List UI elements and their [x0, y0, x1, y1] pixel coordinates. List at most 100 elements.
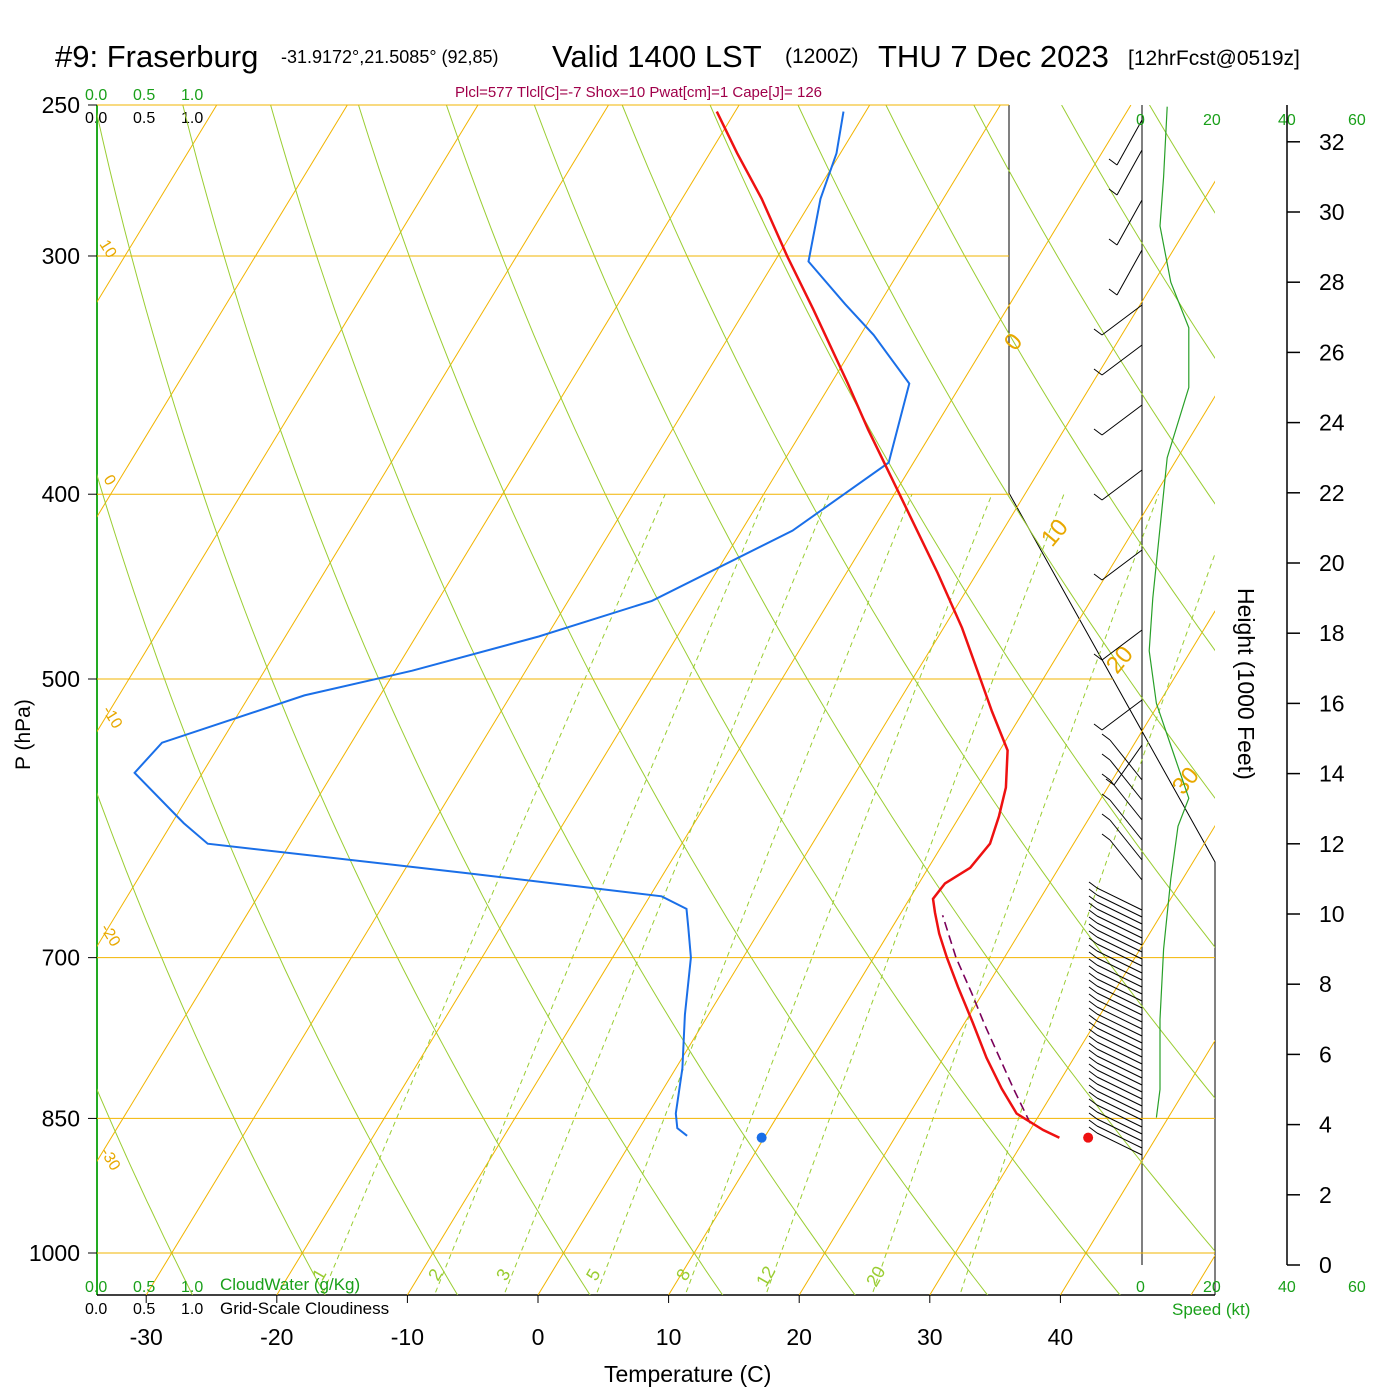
isotherm-label-10: 10: [96, 237, 120, 261]
isobars: [97, 104, 1215, 1254]
wind-barb: [1088, 916, 1143, 946]
wind-barb: [1088, 1000, 1143, 1030]
wind-scale-top: 0 20 40 60: [1136, 112, 1366, 129]
mixing-ratio-labels: 1 2 3 5 8 12 20: [308, 1263, 889, 1290]
wind-barb: [1101, 773, 1143, 821]
valid-time: Valid 1400 LST: [552, 39, 762, 74]
dry-adiabat-line: [709, 105, 1215, 949]
dry-adiabat-line: [885, 105, 1215, 652]
cloudiness-tick-top-2: 1.0: [181, 110, 203, 127]
wind-barb: [1108, 149, 1143, 196]
wind-barb: [1101, 753, 1143, 801]
pressure-axis-label: P (hPa): [12, 699, 35, 770]
pressure-tick-250: 250: [42, 92, 80, 118]
wind-barb: [1088, 1063, 1143, 1093]
dry-adiabat-line: [182, 105, 724, 1295]
pressure-tick-400: 400: [42, 481, 80, 507]
wind-barb: [1088, 1098, 1143, 1128]
mixing-ratio-lines: [321, 494, 1215, 1295]
height-tick-16: 16: [1319, 690, 1345, 716]
cloud-water-tick-top-2: 1.0: [181, 87, 203, 104]
isotherm-line: [406, 105, 1132, 1295]
mixing-ratio-line: [959, 552, 1215, 1295]
mixing-ratio-line: [433, 494, 768, 1295]
height-tick-30: 30: [1319, 199, 1345, 225]
temperature-axis: -30 -20 -10 0 10 20 30 40: [130, 1295, 1074, 1350]
mixing-ratio-label-2: 2: [424, 1265, 446, 1284]
cloud-water-tick-top-1: 0.5: [133, 87, 155, 104]
wind-barb: [1088, 1119, 1143, 1149]
wind-barb: [1088, 923, 1143, 953]
temperature-tick-10: 10: [656, 1324, 682, 1350]
wind-barb: [1088, 881, 1143, 911]
isotherm-line: [798, 610, 1215, 1295]
wind-barb: [1088, 1049, 1143, 1079]
wind-barb: [1088, 1112, 1143, 1142]
temperature-axis-label: Temperature (C): [604, 1361, 771, 1387]
sounding-indices: Plcl=577 Tlcl[C]=-7 Shox=10 Pwat[cm]=1 C…: [455, 84, 822, 101]
valid-date: THU 7 Dec 2023: [878, 39, 1109, 74]
height-tick-2: 2: [1319, 1182, 1332, 1208]
cloudiness-tick-top-1: 0.5: [133, 110, 155, 127]
mixing-ratio-line: [765, 494, 1065, 1295]
wind-barb: [1088, 895, 1143, 925]
temperature-tick--30: -30: [130, 1324, 163, 1350]
isotherm-label-right-10: 10: [1036, 514, 1074, 552]
wind-barb: [1093, 404, 1143, 436]
wind-barb: [1088, 902, 1143, 932]
pressure-tick-850: 850: [42, 1105, 80, 1131]
dewpoint-line: [133, 111, 911, 1137]
height-tick-20: 20: [1319, 550, 1345, 576]
dry-adiabat-line: [97, 473, 459, 1295]
mixing-ratio-line: [684, 494, 993, 1295]
wind-barb: [1088, 909, 1143, 939]
isotherm-line: [537, 180, 1215, 1295]
height-tick-32: 32: [1319, 129, 1345, 155]
mixing-ratio-line: [871, 494, 1159, 1295]
wind-barb: [1088, 1021, 1143, 1051]
wind-speed-line: [1148, 106, 1190, 1118]
wind-barb: [1088, 965, 1143, 995]
temperature-tick--20: -20: [260, 1324, 293, 1350]
cloud-scale-bottom: 0.0 0.5 1.0 CloudWater (g/Kg) 0.0 0.5 1.…: [85, 1275, 389, 1318]
isotherm-line: [97, 105, 348, 518]
dry-adiabat-line: [97, 112, 591, 1295]
wind-barb: [1093, 549, 1143, 581]
wind-barb: [1093, 699, 1143, 731]
height-tick-26: 26: [1319, 339, 1345, 365]
mixing-ratio-label-12: 12: [752, 1263, 779, 1290]
wind-barb: [1108, 199, 1143, 246]
isotherm-line: [97, 105, 740, 1163]
surface-dewpoint-marker: [756, 1132, 767, 1143]
isotherm-line: [276, 105, 1001, 1295]
pressure-tick-700: 700: [42, 945, 80, 971]
pressure-tick-1000: 1000: [29, 1240, 80, 1266]
wind-scale-tick-top-60: 60: [1348, 112, 1366, 129]
wind-barb: [1101, 833, 1143, 881]
wind-barb: [1088, 972, 1143, 1002]
cloudiness-tick-bottom-0: 0.0: [85, 1301, 107, 1318]
temperature-tick-40: 40: [1048, 1324, 1074, 1350]
dry-adiabat-line: [270, 105, 856, 1295]
pressure-axis: 250 300 400 500 700 850 1000: [29, 92, 97, 1266]
plot-frame: [96, 105, 1216, 1296]
wind-barb: [1093, 304, 1143, 336]
wind-scale-tick-top-20: 20: [1203, 112, 1221, 129]
height-tick-4: 4: [1319, 1112, 1332, 1138]
temperature-tick-0: 0: [532, 1324, 545, 1350]
wind-barb: [1101, 793, 1143, 841]
dry-adiabat-line: [797, 105, 1215, 799]
wind-barb: [1088, 1007, 1143, 1037]
wind-barb: [1088, 951, 1143, 981]
isotherm-label-right-0: 0: [999, 328, 1028, 356]
dry-adiabat-line: [358, 105, 989, 1295]
wind-barb: [1088, 958, 1143, 988]
wind-barb: [1105, 744, 1143, 786]
wind-barb: [1108, 119, 1143, 166]
wind-barb: [1088, 1035, 1143, 1065]
cloudiness-tick-bottom-1: 0.5: [133, 1301, 155, 1318]
wind-barb: [1088, 1056, 1143, 1086]
mixing-ratio-line: [503, 494, 830, 1295]
